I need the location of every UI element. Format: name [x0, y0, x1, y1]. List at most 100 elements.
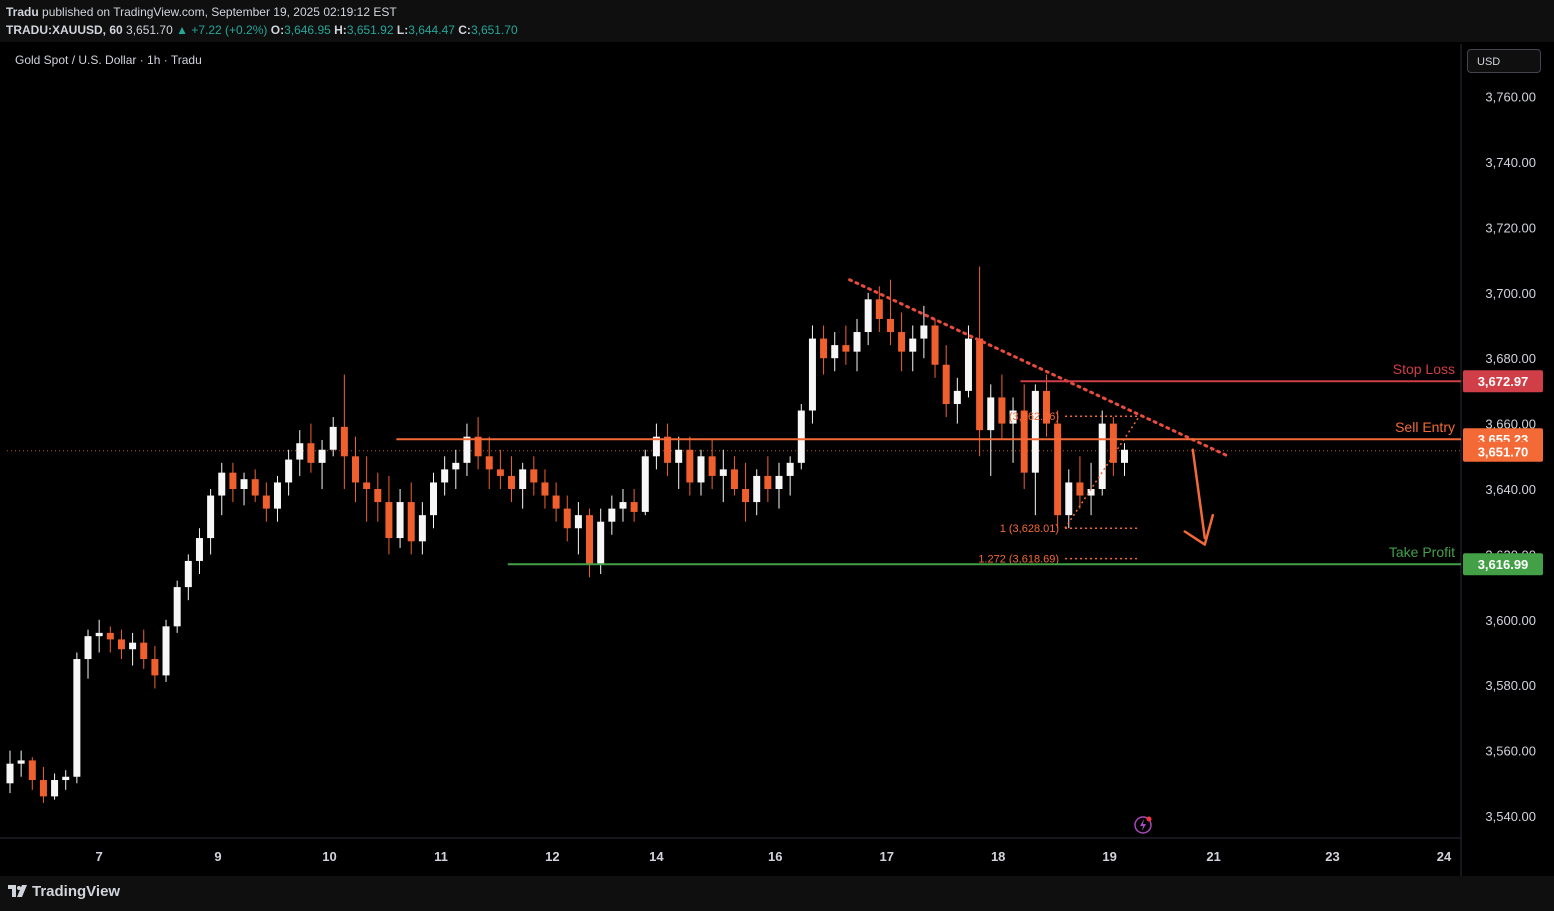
x-tick-label: 16 — [768, 849, 782, 864]
candle-body — [385, 502, 393, 539]
candle-body — [340, 426, 348, 457]
y-tick-label: 3,660.00 — [1485, 417, 1536, 432]
up-triangle-icon: ▲ — [176, 23, 188, 37]
candle-body — [831, 345, 839, 359]
candle-body — [976, 338, 984, 431]
candle-body — [39, 780, 47, 797]
candle-body — [942, 364, 950, 404]
candle-body — [586, 515, 594, 565]
candle-body — [909, 338, 917, 352]
price-line-label: Stop Loss — [1393, 361, 1455, 377]
fib-level-label: 1.272 (3,618.69) — [978, 554, 1059, 566]
x-tick-label: 14 — [649, 849, 664, 864]
candle-body — [273, 482, 281, 509]
price-line-label: Take Profit — [1389, 544, 1455, 560]
candle-body — [931, 325, 939, 365]
last-price: 3,651.70 — [126, 23, 173, 37]
candle-body — [898, 332, 906, 352]
plot-background — [0, 42, 1554, 878]
candle-body — [62, 776, 70, 781]
candle-body — [318, 449, 326, 463]
candle-body — [719, 469, 727, 476]
candle-body — [563, 508, 571, 529]
x-tick-label: 21 — [1206, 849, 1220, 864]
tradingview-logo[interactable]: TradingView — [8, 883, 120, 900]
tradingview-logo-icon — [8, 885, 27, 897]
down-arrow-icon — [1183, 513, 1215, 546]
candle-body — [452, 462, 460, 470]
open-label: O: — [270, 23, 285, 37]
candle-body — [1031, 390, 1039, 473]
candle-body — [630, 502, 638, 512]
candle-body — [430, 482, 438, 516]
candle-body — [84, 636, 92, 660]
candle-body — [842, 345, 850, 352]
y-tick-label: 3,560.00 — [1485, 744, 1536, 759]
down-arrow-shaft — [1191, 448, 1207, 540]
candle-body — [129, 642, 137, 650]
low-value: 3,644.47 — [408, 23, 455, 37]
candle-body — [262, 495, 270, 509]
close-value: 3,651.70 — [470, 23, 518, 37]
candle-body — [95, 632, 103, 637]
price-tag — [1463, 553, 1543, 576]
price-change: +7.22 (+0.2%) — [191, 23, 268, 37]
candle-body — [764, 475, 772, 489]
candle-body — [307, 443, 315, 463]
publisher-name[interactable]: Tradu — [6, 5, 39, 19]
candle-body — [162, 626, 170, 676]
publication-line: Tradu published on TradingView.com, Sept… — [6, 5, 397, 19]
price-chart[interactable]: 3,540.003,560.003,580.003,600.003,620.00… — [0, 42, 1554, 878]
candle-body — [463, 436, 471, 463]
y-tick-label: 3,700.00 — [1485, 286, 1536, 301]
candle-body — [920, 325, 928, 339]
candle-body — [485, 456, 493, 470]
candle-body — [1009, 410, 1017, 424]
candle-body — [251, 479, 259, 496]
candle-body — [964, 338, 972, 391]
candle-body — [998, 397, 1006, 424]
candle-body — [797, 410, 805, 463]
candle-body — [218, 472, 226, 496]
candle-body — [686, 449, 694, 483]
candles-group — [6, 266, 1128, 803]
candle-body — [51, 780, 59, 797]
candle-body — [407, 502, 415, 542]
candle-body — [151, 659, 159, 676]
header-bar: Tradu published on TradingView.com, Sept… — [0, 0, 1554, 42]
candle-body — [886, 318, 894, 333]
x-tick-label: 10 — [322, 849, 336, 864]
candle-body — [987, 397, 995, 431]
x-tick-label: 17 — [880, 849, 894, 864]
candle-body — [641, 456, 649, 512]
price-tag — [1463, 370, 1543, 393]
y-tick-label: 3,540.00 — [1485, 809, 1536, 824]
candle-body — [697, 456, 705, 483]
candle-body — [441, 469, 449, 483]
x-tick-label: 12 — [545, 849, 559, 864]
candle-body — [351, 456, 359, 483]
candle-body — [184, 560, 192, 588]
price-tag-label: 3,616.99 — [1478, 557, 1529, 572]
chart-frame[interactable]: 3,540.003,560.003,580.003,600.003,620.00… — [0, 42, 1554, 878]
candle-body — [1076, 482, 1084, 496]
candle-body — [1042, 390, 1050, 424]
candle-body — [363, 482, 371, 489]
candle-body — [675, 449, 683, 463]
published-text: published on TradingView.com, September … — [42, 5, 397, 19]
x-tick-label: 18 — [991, 849, 1005, 864]
candle-body — [875, 299, 883, 319]
candle-body — [1098, 423, 1106, 489]
currency-button[interactable]: USD — [1467, 49, 1541, 73]
x-tick-label: 7 — [96, 849, 103, 864]
y-tick-label: 3,640.00 — [1485, 482, 1536, 497]
lightning-icon[interactable] — [1133, 815, 1153, 835]
descending-trendline — [848, 278, 1231, 458]
tradingview-brand: TradingView — [32, 883, 121, 900]
candle-body — [1020, 410, 1028, 473]
candle-body — [229, 472, 237, 489]
candle-body — [117, 639, 125, 650]
price-tag-label: 3,672.97 — [1478, 374, 1529, 389]
candle-body — [496, 469, 504, 476]
fib-level-label: 1 (3,628.01) — [1000, 523, 1059, 535]
